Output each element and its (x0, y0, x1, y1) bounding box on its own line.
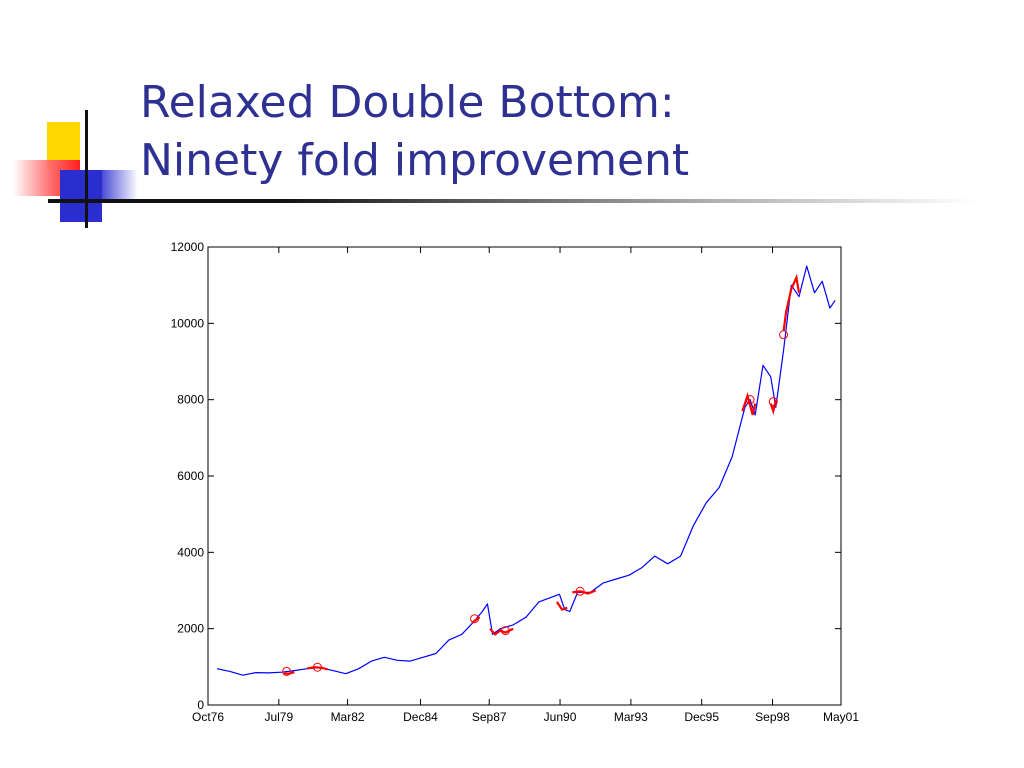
y-tick-label: 8000 (177, 393, 204, 407)
price-series-line (216, 265, 836, 676)
x-tick-label: Dec84 (403, 710, 438, 724)
pattern-marker-circle (282, 666, 292, 676)
pattern-marker-circle (768, 397, 778, 407)
x-tick-label: Jul79 (264, 710, 293, 724)
line-chart: 0 2000 4000 6000 8000 10000 12000 Oct76 Jul79 Ma… (171, 240, 860, 724)
pattern-marker-circle (745, 395, 755, 405)
pattern-marker-circle (470, 614, 480, 624)
x-tick-label: Dec95 (684, 710, 719, 724)
y-tick-label: 12000 (171, 240, 205, 254)
pattern-highlight-segment (741, 392, 757, 416)
slide-title-line-2: Ninety fold improvement (140, 135, 690, 186)
y-tick-label: 2000 (177, 622, 204, 636)
decor-blue-square (60, 170, 102, 222)
y-tick-label: 6000 (177, 469, 204, 483)
x-tick-label: Mar82 (331, 710, 365, 724)
x-tick-label: Oct76 (192, 710, 224, 724)
plot-frame (207, 246, 842, 706)
x-tick-label: May01 (823, 710, 859, 724)
x-tick-label: Sep87 (472, 710, 507, 724)
x-tick-label: Sep98 (755, 710, 790, 724)
x-tick-label: Mar93 (614, 710, 648, 724)
pattern-highlight-segment (769, 399, 777, 416)
decor-yellow-square (47, 122, 80, 167)
pattern-highlight-segment (555, 601, 568, 611)
y-tick-label: 0 (197, 698, 204, 712)
pattern-marker-circle (312, 662, 322, 672)
pattern-marker-circle (779, 330, 789, 340)
slide-title-line-1: Relaxed Double Bottom: (140, 77, 675, 128)
title-underline-rule (48, 199, 978, 203)
slide-title: Relaxed Double Bottom: Ninety fold impro… (140, 74, 689, 190)
pattern-marker-circle (500, 626, 510, 636)
pattern-highlight-segment (782, 273, 801, 332)
y-tick-label: 10000 (171, 316, 205, 330)
pattern-highlight-segment (283, 671, 295, 675)
decor-vertical-rule (85, 110, 88, 228)
decor-blue-gradient-bar (96, 170, 138, 202)
x-tick-label: Jun90 (544, 710, 577, 724)
pattern-highlight-segment (306, 666, 329, 671)
y-tick-label: 4000 (177, 545, 204, 559)
pattern-highlight-segment (489, 627, 514, 636)
pattern-marker-circle (575, 586, 585, 596)
